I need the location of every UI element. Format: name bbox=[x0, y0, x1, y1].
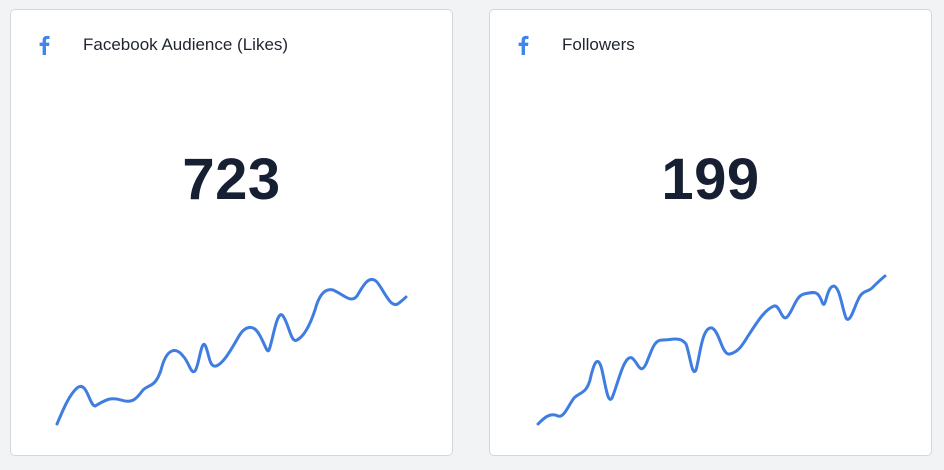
card-title: Facebook Audience (Likes) bbox=[83, 35, 289, 54]
card-title: Followers bbox=[562, 35, 635, 54]
sparkline-chart bbox=[55, 277, 408, 426]
sparkline-chart bbox=[536, 274, 887, 426]
card-header: Followers bbox=[518, 34, 635, 56]
facebook-icon bbox=[39, 35, 59, 55]
metric-value: 723 bbox=[182, 147, 281, 212]
facebook-icon bbox=[518, 35, 538, 55]
metric-card-likes: Facebook Audience (Likes) 723 bbox=[10, 9, 453, 456]
card-header: Facebook Audience (Likes) bbox=[39, 34, 288, 56]
metric-card-followers: Followers 199 bbox=[489, 9, 932, 456]
metric-value: 199 bbox=[661, 147, 760, 212]
